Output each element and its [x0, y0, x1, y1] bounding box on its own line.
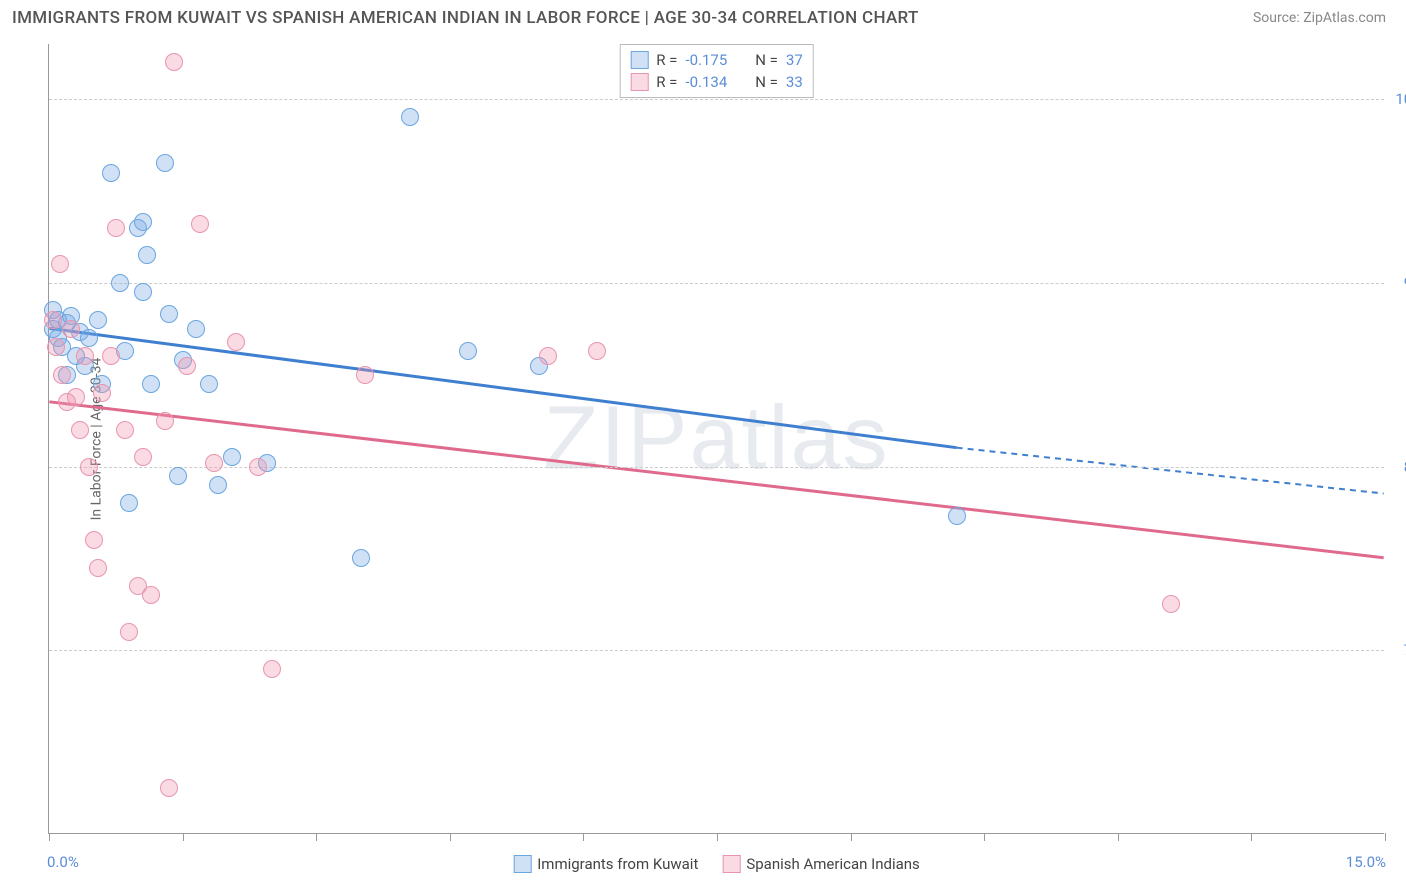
- x-tick: [316, 833, 317, 841]
- data-point: [352, 549, 370, 567]
- legend-r-label: R =: [656, 51, 677, 69]
- data-point: [142, 586, 160, 604]
- legend-series-item: Spanish American Indians: [722, 855, 919, 873]
- data-point: [93, 384, 111, 402]
- data-point: [948, 507, 966, 525]
- legend-swatch: [630, 51, 648, 69]
- legend-n-value: 33: [786, 73, 803, 91]
- x-tick: [1118, 833, 1119, 841]
- series-legend: Immigrants from Kuwait Spanish American …: [513, 855, 920, 873]
- legend-n-label: N =: [755, 51, 778, 69]
- data-point: [160, 305, 178, 323]
- data-point: [138, 246, 156, 264]
- data-point: [178, 357, 196, 375]
- watermark: ZIPatlas: [543, 387, 889, 490]
- data-point: [227, 333, 245, 351]
- legend-swatch: [630, 73, 648, 91]
- data-point: [459, 342, 477, 360]
- data-point: [191, 215, 209, 233]
- data-point: [156, 412, 174, 430]
- correlation-legend: R = -0.175 N = 37 R = -0.134 N = 33: [619, 44, 814, 98]
- data-point: [200, 375, 218, 393]
- data-point: [102, 347, 120, 365]
- gridline: [49, 99, 1384, 100]
- legend-r-value: -0.134: [685, 73, 727, 91]
- data-point: [116, 421, 134, 439]
- legend-correlation-row: R = -0.175 N = 37: [630, 49, 803, 71]
- x-axis-max-label: 15.0%: [1346, 853, 1386, 871]
- y-tick-label: 100.0%: [1389, 90, 1406, 108]
- data-point: [134, 448, 152, 466]
- data-point: [80, 329, 98, 347]
- legend-correlation-row: R = -0.134 N = 33: [630, 71, 803, 93]
- gridline: [49, 650, 1384, 651]
- legend-r-value: -0.175: [685, 51, 727, 69]
- y-tick-label: 70.0%: [1389, 641, 1406, 659]
- data-point: [53, 366, 71, 384]
- data-point: [588, 342, 606, 360]
- y-tick-label: 90.0%: [1389, 274, 1406, 292]
- data-point: [51, 255, 69, 273]
- x-axis-min-label: 0.0%: [47, 853, 79, 871]
- data-point: [111, 274, 129, 292]
- data-point: [401, 108, 419, 126]
- data-point: [102, 164, 120, 182]
- data-point: [142, 375, 160, 393]
- data-point: [120, 623, 138, 641]
- data-point: [249, 458, 267, 476]
- data-point: [62, 320, 80, 338]
- data-point: [263, 660, 281, 678]
- data-point: [89, 559, 107, 577]
- data-point: [165, 53, 183, 71]
- x-tick: [49, 833, 50, 841]
- chart-title: IMMIGRANTS FROM KUWAIT VS SPANISH AMERIC…: [12, 8, 919, 28]
- data-point: [223, 448, 241, 466]
- data-point: [134, 213, 152, 231]
- legend-series-label: Immigrants from Kuwait: [537, 855, 698, 873]
- data-point: [160, 779, 178, 797]
- data-point: [89, 311, 107, 329]
- data-point: [356, 366, 374, 384]
- legend-n-label: N =: [755, 73, 778, 91]
- legend-swatch: [513, 855, 531, 873]
- data-point: [80, 458, 98, 476]
- data-point: [44, 311, 62, 329]
- data-point: [47, 338, 65, 356]
- data-point: [539, 347, 557, 365]
- chart-plot-area: In Labor Force | Age 30-34 ZIPatlas R = …: [48, 44, 1384, 834]
- data-point: [205, 454, 223, 472]
- x-tick: [450, 833, 451, 841]
- x-tick: [851, 833, 852, 841]
- x-tick: [583, 833, 584, 841]
- data-point: [187, 320, 205, 338]
- source-label: Source: ZipAtlas.com: [1253, 10, 1386, 26]
- regression-lines: [49, 44, 1384, 833]
- legend-swatch: [722, 855, 740, 873]
- data-point: [1162, 595, 1180, 613]
- x-tick: [1251, 833, 1252, 841]
- legend-series-label: Spanish American Indians: [746, 855, 919, 873]
- data-point: [169, 467, 187, 485]
- x-tick: [183, 833, 184, 841]
- x-tick: [1385, 833, 1386, 841]
- legend-n-value: 37: [786, 51, 803, 69]
- data-point: [76, 347, 94, 365]
- data-point: [120, 494, 138, 512]
- data-point: [134, 283, 152, 301]
- data-point: [67, 388, 85, 406]
- legend-series-item: Immigrants from Kuwait: [513, 855, 698, 873]
- x-tick: [717, 833, 718, 841]
- data-point: [85, 531, 103, 549]
- data-point: [156, 154, 174, 172]
- x-tick: [984, 833, 985, 841]
- data-point: [209, 476, 227, 494]
- y-tick-label: 80.0%: [1389, 458, 1406, 476]
- data-point: [107, 219, 125, 237]
- gridline: [49, 283, 1384, 284]
- data-point: [71, 421, 89, 439]
- legend-r-label: R =: [656, 73, 677, 91]
